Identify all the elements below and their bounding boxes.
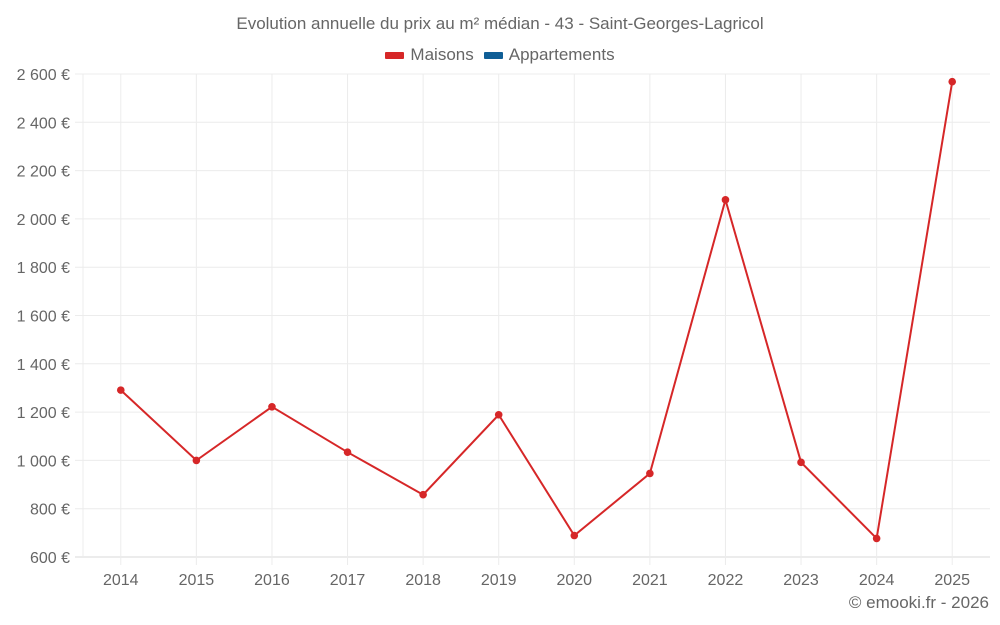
x-tick-label: 2015	[179, 572, 215, 589]
legend-swatch-maisons	[385, 51, 405, 59]
x-tick-label: 2014	[103, 572, 139, 589]
x-tick-label: 2023	[783, 572, 819, 589]
legend: Maisons Appartements	[0, 45, 1000, 65]
data-point[interactable]	[797, 458, 805, 467]
x-tick-label: 2016	[254, 572, 290, 589]
chart-title: Evolution annuelle du prix au m² médian …	[236, 14, 764, 33]
credit-text: © emooki.fr - 2026	[848, 593, 989, 612]
legend-label-appartements: Appartements	[508, 45, 615, 64]
y-tick-label: 2 200 €	[17, 164, 70, 181]
legend-item-maisons[interactable]: Maisons	[385, 45, 474, 65]
data-point[interactable]	[721, 196, 730, 204]
data-point[interactable]	[419, 490, 427, 499]
data-point[interactable]	[872, 534, 881, 543]
y-tick-label: 800 €	[30, 502, 70, 519]
data-point[interactable]	[116, 386, 125, 394]
x-tick-label: 2021	[632, 572, 668, 589]
data-point[interactable]	[343, 448, 352, 456]
legend-item-appartements[interactable]: Appartements	[483, 45, 615, 65]
data-point[interactable]	[646, 469, 654, 478]
y-tick-label: 1 400 €	[17, 357, 70, 374]
legend-label-maisons: Maisons	[410, 45, 474, 64]
x-tick-label: 2020	[556, 572, 592, 589]
data-point[interactable]	[948, 77, 957, 86]
y-tick-label: 1 600 €	[17, 309, 70, 326]
y-tick-label: 1 200 €	[17, 405, 70, 422]
x-tick-label: 2024	[859, 572, 895, 589]
series-line-maisons	[120, 81, 954, 541]
y-tick-label: 1 000 €	[17, 453, 70, 470]
y-tick-label: 2 600 €	[17, 67, 70, 84]
x-tick-label: 2025	[934, 572, 970, 589]
data-point[interactable]	[570, 531, 579, 540]
x-tick-label: 2018	[405, 572, 441, 589]
y-tick-label: 2 000 €	[17, 212, 70, 229]
data-point[interactable]	[268, 402, 276, 411]
y-tick-label: 2 400 €	[17, 115, 70, 132]
x-tick-label: 2022	[708, 572, 744, 589]
legend-swatch-appartements	[483, 51, 503, 59]
x-tick-label: 2019	[481, 572, 517, 589]
y-tick-label: 600 €	[30, 550, 70, 567]
y-tick-label: 1 800 €	[17, 260, 70, 277]
data-point[interactable]	[192, 456, 201, 465]
data-point[interactable]	[494, 410, 503, 419]
x-tick-label: 2017	[330, 572, 366, 589]
